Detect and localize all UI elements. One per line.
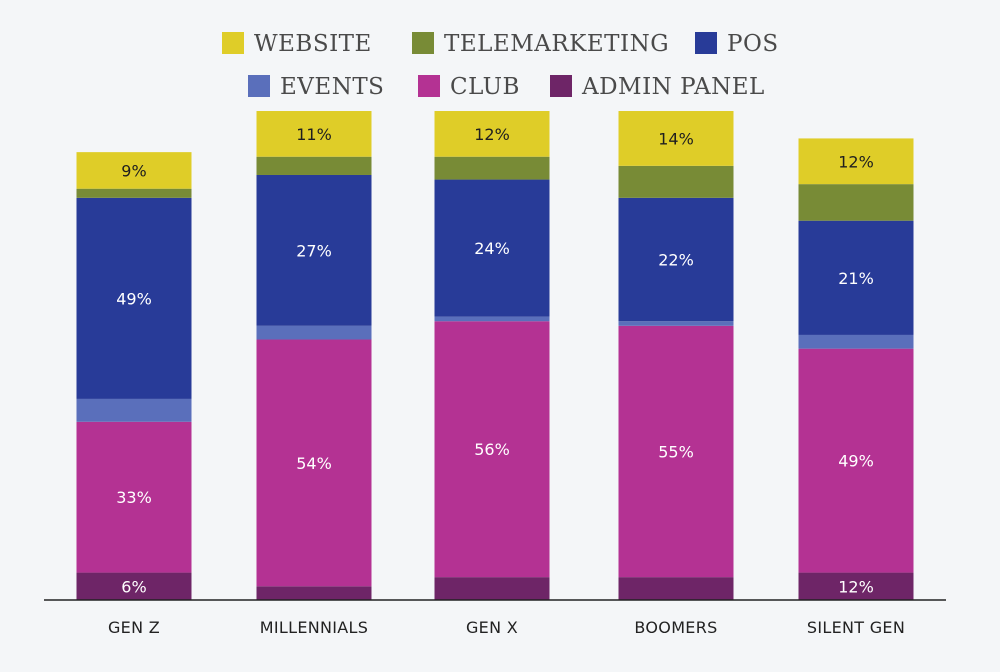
segment-silent-gen-website	[798, 138, 914, 185]
data-label-boomers-pos: 22%	[658, 251, 694, 270]
x-tick-label-silent-gen: SILENT GEN	[807, 618, 905, 637]
segment-boomers-club	[618, 325, 734, 578]
data-label-gen-x-club: 56%	[474, 440, 510, 459]
segment-gen-x-events	[434, 316, 550, 322]
segment-millennials-telemarketing	[256, 156, 372, 175]
data-label-gen-z-website: 9%	[121, 161, 146, 180]
segment-millennials-pos	[256, 174, 372, 326]
segment-gen-z-events	[76, 398, 192, 422]
legend-item-club: CLUB	[418, 74, 520, 100]
data-label-silent-gen-website: 12%	[838, 152, 874, 171]
bar-gen-z: 6% 33% 49% 9%	[76, 152, 192, 600]
segment-millennials-club	[256, 339, 372, 587]
x-tick-label-millennials: MILLENNIALS	[260, 618, 368, 637]
segment-gen-z-admin	[76, 572, 192, 600]
data-label-gen-z-club: 33%	[116, 488, 152, 507]
legend-item-admin: ADMIN PANEL	[550, 74, 765, 100]
legend-item-telemarketing: TELEMARKETING	[412, 31, 669, 57]
segment-millennials-events	[256, 325, 372, 340]
x-tick-label-gen-x: GEN X	[466, 618, 518, 637]
data-label-silent-gen-admin: 12%	[838, 577, 874, 596]
segment-silent-gen-club	[798, 348, 914, 573]
segment-silent-gen-events	[798, 334, 914, 349]
x-tick-label-gen-z: GEN Z	[108, 618, 160, 637]
segment-gen-x-website	[434, 111, 550, 157]
legend-swatch-pos	[695, 32, 717, 54]
data-label-gen-z-admin: 6%	[121, 577, 146, 596]
data-label-gen-x-website: 12%	[474, 125, 510, 144]
segment-gen-z-club	[76, 421, 192, 573]
segment-silent-gen-telemarketing	[798, 184, 914, 221]
legend-item-website: WEBSITE	[222, 31, 372, 57]
segment-boomers-events	[618, 321, 734, 326]
bar-millennials: 54% 27% 11%	[256, 111, 372, 600]
segment-gen-z-pos	[76, 197, 192, 399]
segment-gen-x-admin	[434, 577, 550, 600]
segment-gen-x-pos	[434, 179, 550, 317]
x-axis-labels: GEN Z MILLENNIALS GEN X BOOMERS SILENT GEN	[108, 618, 905, 637]
legend-item-pos: POS	[695, 31, 779, 57]
legend-swatch-admin	[550, 75, 572, 97]
data-label-millennials-website: 11%	[296, 125, 332, 144]
chart-legend: WEBSITE TELEMARKETING POS EVENTS CLUB ADMIN P…	[222, 31, 779, 100]
bar-gen-x: 56% 24% 12%	[434, 111, 550, 600]
legend-swatch-website	[222, 32, 244, 54]
legend-swatch-telemarketing	[412, 32, 434, 54]
segment-silent-gen-admin	[798, 572, 914, 600]
data-label-silent-gen-club: 49%	[838, 452, 874, 471]
data-label-silent-gen-pos: 21%	[838, 269, 874, 288]
legend-label-admin: ADMIN PANEL	[581, 74, 765, 100]
segment-gen-x-club	[434, 321, 550, 578]
data-label-millennials-pos: 27%	[296, 241, 332, 260]
segment-millennials-website	[256, 111, 372, 157]
segment-gen-z-telemarketing	[76, 188, 192, 198]
legend-item-events: EVENTS	[248, 74, 384, 100]
segment-boomers-website	[618, 111, 734, 166]
segment-boomers-admin	[618, 577, 734, 600]
data-label-boomers-website: 14%	[658, 129, 694, 148]
legend-label-events: EVENTS	[280, 74, 384, 100]
bar-boomers: 55% 22% 14%	[618, 111, 734, 600]
segment-boomers-telemarketing	[618, 165, 734, 198]
data-label-boomers-club: 55%	[658, 442, 694, 461]
legend-swatch-events	[248, 75, 270, 97]
segment-gen-z-website	[76, 152, 192, 189]
segment-silent-gen-pos	[798, 220, 914, 335]
bar-silent-gen: 12% 49% 21% 12%	[798, 138, 914, 600]
x-tick-label-boomers: BOOMERS	[634, 618, 717, 637]
data-label-gen-x-pos: 24%	[474, 239, 510, 258]
legend-label-telemarketing: TELEMARKETING	[444, 31, 669, 57]
legend-label-website: WEBSITE	[254, 31, 372, 57]
legend-swatch-club	[418, 75, 440, 97]
legend-label-pos: POS	[727, 31, 779, 57]
bars-area: 6% 33% 49% 9% 54% 27% 11% 56% 24% 12% 55% 22% 14% 12%…	[76, 111, 914, 600]
data-label-gen-z-pos: 49%	[116, 289, 152, 308]
segment-gen-x-telemarketing	[434, 156, 550, 180]
segment-boomers-pos	[618, 197, 734, 322]
data-label-millennials-club: 54%	[296, 454, 332, 473]
legend-label-club: CLUB	[450, 74, 520, 100]
segment-millennials-admin	[256, 586, 372, 600]
